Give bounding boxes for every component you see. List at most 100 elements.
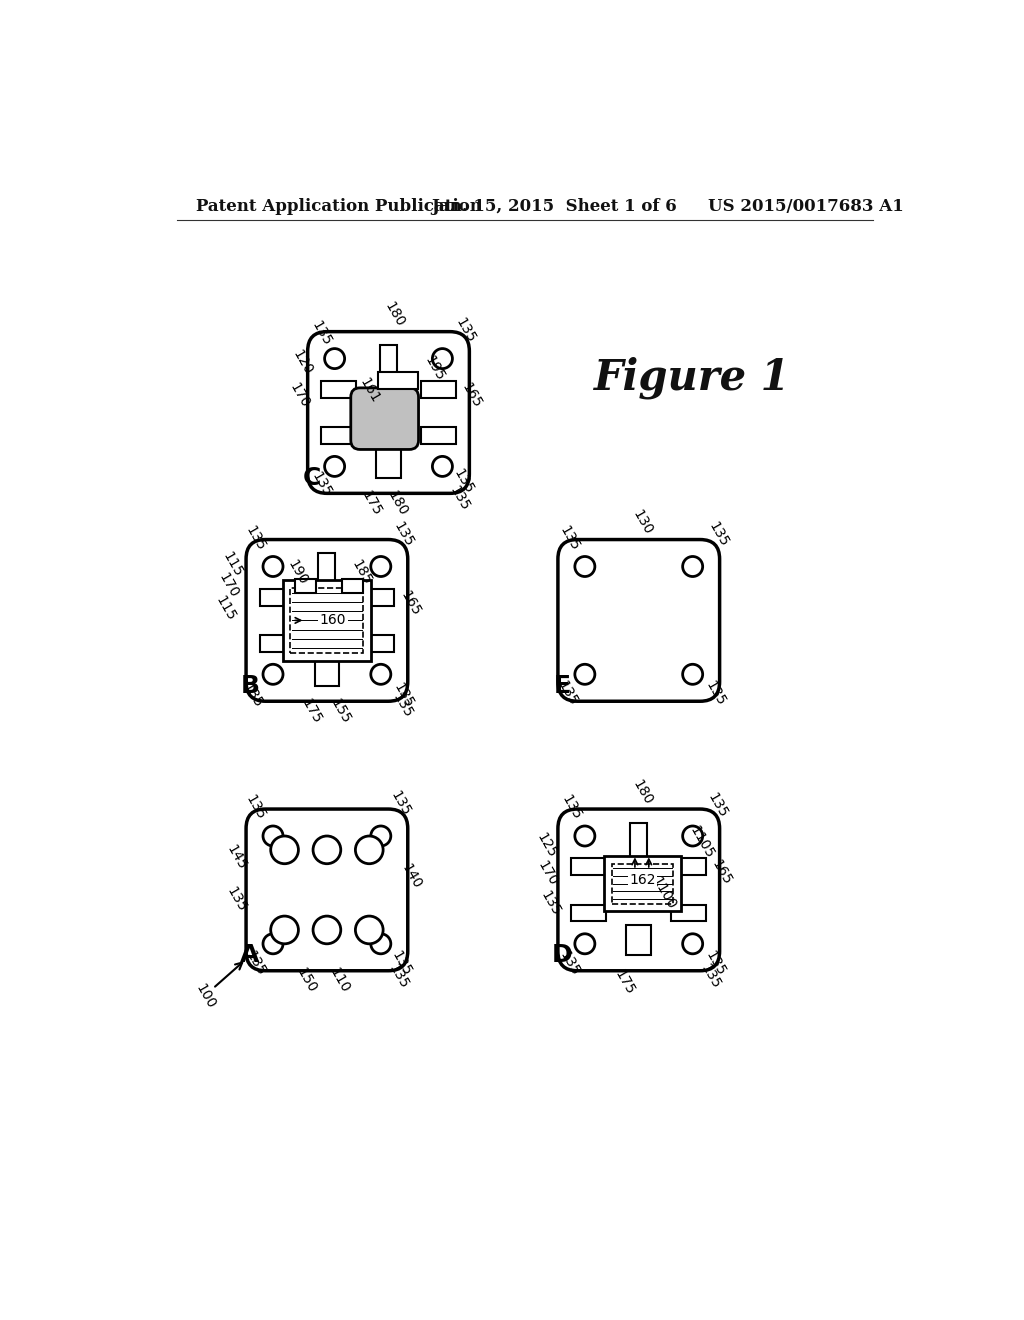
Text: 135: 135: [706, 519, 731, 549]
FancyBboxPatch shape: [246, 540, 408, 701]
Text: 135: 135: [309, 318, 334, 348]
Text: 135: 135: [240, 680, 265, 710]
Circle shape: [574, 664, 595, 684]
Text: C: C: [302, 466, 321, 490]
Bar: [314, 655, 339, 686]
Text: D: D: [552, 944, 572, 968]
Text: 135: 135: [703, 948, 728, 978]
Circle shape: [355, 836, 383, 863]
FancyBboxPatch shape: [558, 809, 720, 970]
Bar: [604, 857, 681, 911]
Text: 170: 170: [536, 858, 560, 888]
Text: 150: 150: [294, 966, 318, 995]
Text: 110: 110: [328, 966, 352, 995]
Circle shape: [432, 348, 453, 368]
Text: 115: 115: [213, 594, 238, 624]
Text: 135: 135: [557, 948, 582, 978]
Circle shape: [325, 348, 345, 368]
Text: 135: 135: [386, 961, 412, 991]
Text: 135: 135: [243, 523, 268, 553]
Circle shape: [263, 557, 283, 577]
FancyBboxPatch shape: [246, 809, 408, 970]
Text: 155: 155: [328, 697, 353, 726]
Text: 135: 135: [557, 523, 582, 553]
Circle shape: [683, 933, 702, 954]
Circle shape: [263, 826, 283, 846]
Bar: [259, 589, 294, 606]
Text: 135: 135: [389, 948, 415, 978]
Circle shape: [371, 826, 391, 846]
Text: 1105: 1105: [687, 824, 717, 861]
Text: 140: 140: [399, 861, 424, 891]
Bar: [318, 553, 336, 587]
Text: 170: 170: [216, 570, 241, 601]
FancyBboxPatch shape: [307, 331, 469, 494]
Circle shape: [313, 916, 341, 944]
Bar: [421, 381, 456, 397]
Text: 130: 130: [630, 508, 655, 537]
Bar: [291, 587, 364, 653]
Circle shape: [270, 916, 298, 944]
Bar: [421, 428, 456, 444]
Bar: [611, 863, 674, 904]
Text: 135: 135: [309, 469, 334, 499]
Circle shape: [683, 557, 702, 577]
Circle shape: [325, 457, 345, 477]
Bar: [627, 924, 651, 956]
Text: Patent Application Publication: Patent Application Publication: [196, 198, 482, 215]
Text: 125: 125: [534, 830, 559, 861]
Text: 135: 135: [703, 678, 728, 709]
Text: 135: 135: [452, 467, 476, 496]
Text: A: A: [241, 944, 260, 968]
Bar: [283, 579, 371, 661]
Circle shape: [263, 933, 283, 954]
Text: 135: 135: [554, 678, 580, 709]
Bar: [631, 822, 647, 857]
Bar: [322, 428, 355, 444]
Text: 135: 135: [538, 888, 563, 919]
Bar: [380, 345, 397, 380]
Text: 135: 135: [391, 680, 417, 710]
Bar: [571, 904, 606, 921]
Text: 135: 135: [390, 690, 415, 719]
Circle shape: [574, 557, 595, 577]
Circle shape: [574, 933, 595, 954]
Text: 180: 180: [382, 300, 408, 330]
Text: 135: 135: [453, 315, 478, 345]
Text: 115: 115: [219, 550, 245, 579]
Text: E: E: [553, 673, 570, 698]
Text: US 2015/0017683 A1: US 2015/0017683 A1: [708, 198, 904, 215]
FancyBboxPatch shape: [558, 540, 720, 701]
Text: 175: 175: [359, 488, 384, 519]
Text: 120: 120: [290, 347, 315, 378]
Text: 135: 135: [558, 792, 584, 822]
Text: 135: 135: [446, 484, 472, 513]
Circle shape: [371, 933, 391, 954]
Circle shape: [263, 664, 283, 684]
Bar: [672, 858, 707, 875]
Text: 165: 165: [459, 380, 484, 411]
Bar: [378, 372, 418, 388]
Text: B: B: [241, 673, 259, 698]
FancyBboxPatch shape: [351, 388, 419, 449]
Circle shape: [313, 836, 341, 863]
Circle shape: [574, 826, 595, 846]
Text: 161: 161: [356, 376, 382, 407]
Text: 195: 195: [422, 354, 447, 384]
Bar: [672, 904, 707, 921]
Text: 175: 175: [612, 968, 638, 997]
Bar: [359, 589, 394, 606]
Circle shape: [371, 557, 391, 577]
Text: 165: 165: [397, 589, 423, 619]
Text: 165: 165: [709, 858, 734, 888]
Text: 170: 170: [288, 380, 312, 411]
Circle shape: [683, 664, 702, 684]
Text: 135: 135: [391, 519, 417, 549]
Text: 162: 162: [630, 873, 655, 887]
Text: 135: 135: [243, 792, 268, 822]
Bar: [342, 578, 364, 593]
Circle shape: [432, 457, 453, 477]
Bar: [295, 578, 316, 593]
Text: 180: 180: [630, 777, 655, 807]
Text: 135: 135: [224, 884, 250, 913]
